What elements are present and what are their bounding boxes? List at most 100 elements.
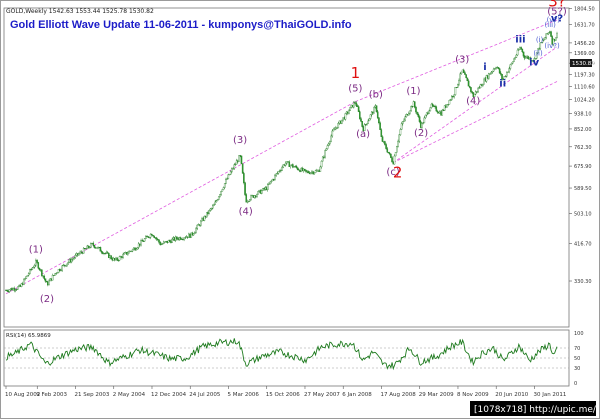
price-bar (281, 167, 283, 171)
price-bar (459, 73, 461, 81)
price-bar (339, 120, 342, 124)
date-tick-label: 5 Mar 2006 (227, 392, 259, 398)
price-bar (431, 103, 434, 107)
price-bar (130, 250, 133, 252)
price-bar (67, 262, 69, 265)
price-bar (490, 71, 493, 75)
price-bar (436, 110, 439, 113)
price-bar (219, 194, 221, 197)
price-bar (245, 194, 248, 203)
price-bar (265, 187, 268, 190)
price-bar (223, 183, 226, 188)
price-bar (56, 272, 59, 274)
price-bar (278, 170, 281, 172)
price-bar (445, 105, 447, 108)
price-bar (545, 33, 548, 38)
price-bar (154, 237, 157, 239)
price-bar (489, 73, 491, 75)
price-bar (258, 189, 261, 192)
price-bar (546, 33, 549, 35)
price-bar (213, 204, 215, 207)
price-bar (435, 106, 438, 112)
price-bar (333, 128, 336, 130)
price-bar (93, 245, 96, 248)
price-bar (513, 58, 515, 62)
price-bar (237, 160, 239, 162)
price-bar (540, 42, 543, 44)
price-bar (338, 120, 341, 124)
date-tick-label: 10 Aug 2002 (5, 392, 40, 398)
price-bar (332, 128, 335, 132)
price-bar (423, 117, 426, 124)
price-bar (164, 241, 166, 243)
date-tick-label: 21 Sep 2003 (74, 392, 109, 398)
price-bar (104, 253, 106, 254)
price-bar (516, 49, 519, 56)
price-bar (147, 236, 150, 238)
price-bar (448, 100, 451, 105)
price-bar (380, 129, 383, 137)
price-bar (310, 172, 312, 174)
date-tick-label: 2 May 2004 (113, 392, 146, 398)
price-bar (31, 267, 34, 270)
price-bar (179, 237, 182, 240)
price-bar (216, 199, 219, 201)
price-bar (192, 233, 195, 236)
price-bar (406, 114, 409, 116)
price-tick-label: 938.10 (574, 111, 592, 117)
price-bar (263, 188, 265, 190)
price-bar (397, 141, 399, 147)
price-bar (137, 243, 140, 248)
price-bar (72, 258, 74, 260)
price-bar (15, 289, 18, 291)
price-bar (329, 140, 331, 144)
price-bar (170, 240, 172, 243)
price-bar (282, 164, 285, 168)
price-bar (86, 245, 89, 249)
price-bar (204, 215, 207, 218)
price-bar (304, 168, 306, 171)
price-bar (94, 247, 97, 249)
price-bar (100, 251, 103, 253)
price-bar (217, 196, 220, 200)
price-bar (109, 255, 111, 258)
price-bar (268, 183, 270, 185)
price-bar (421, 123, 423, 128)
price-bar (399, 129, 402, 135)
price-bar (27, 273, 30, 276)
price-bar (49, 278, 51, 282)
price-bar (117, 259, 120, 261)
price-bar (10, 288, 12, 290)
price-bar (418, 116, 421, 122)
price-bar (396, 146, 398, 153)
price-bar (351, 104, 354, 108)
price-bar (277, 171, 280, 174)
price-bar (388, 152, 391, 155)
date-tick-label: 30 Jan 2011 (533, 392, 566, 398)
price-bar (229, 171, 232, 175)
price-bar (51, 275, 54, 281)
price-bar (48, 280, 50, 286)
price-bar (158, 239, 160, 243)
price-bar (419, 121, 422, 128)
price-bar (331, 130, 334, 137)
price-bar (70, 259, 73, 263)
date-tick-label: 9 Feb 2003 (36, 392, 67, 398)
price-bar (415, 107, 417, 113)
wave-label: (i) (536, 36, 544, 44)
price-bar (341, 119, 343, 124)
price-bar (264, 187, 267, 190)
price-bar (226, 178, 228, 180)
price-tick-label: 1024.20 (574, 97, 595, 103)
price-bar (468, 85, 471, 88)
price-bar (325, 148, 328, 151)
price-bar (139, 243, 141, 246)
wave-label: (4) (466, 96, 480, 107)
date-tick-label: 8 Nov 2009 (457, 392, 489, 398)
price-bar (172, 237, 175, 240)
price-bar (261, 190, 263, 194)
wave-label: (4) (239, 206, 253, 217)
price-bar (452, 96, 454, 98)
price-bar (64, 265, 67, 267)
channel-line (392, 81, 558, 164)
